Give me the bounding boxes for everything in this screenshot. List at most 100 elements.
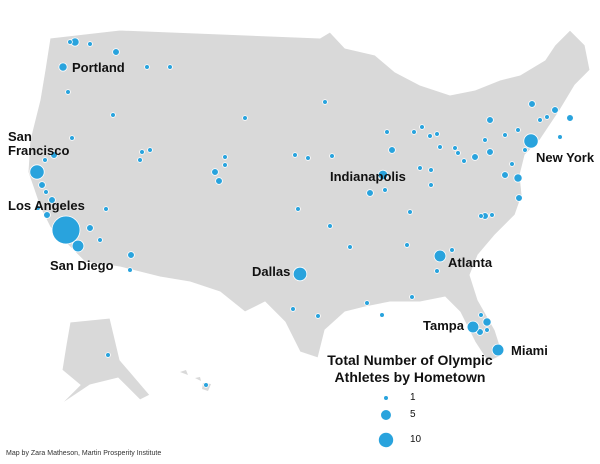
bubble <box>489 212 495 218</box>
bubble <box>305 155 311 161</box>
bubble <box>382 187 388 193</box>
bubble <box>513 173 523 183</box>
bubble <box>428 182 434 188</box>
bubble <box>322 99 328 105</box>
bubble <box>86 224 94 232</box>
bubble <box>482 317 492 327</box>
city-bubble <box>433 249 447 263</box>
city-bubble <box>491 343 505 357</box>
bubble <box>515 194 523 202</box>
legend-bubble <box>378 432 394 448</box>
bubble <box>38 181 46 189</box>
bubble <box>290 306 296 312</box>
city-label: San Francisco <box>8 129 70 158</box>
bubble <box>329 153 335 159</box>
bubble <box>437 144 443 150</box>
bubble <box>528 100 536 108</box>
bubble <box>388 146 396 154</box>
bubble <box>69 135 75 141</box>
bubble <box>127 251 135 259</box>
bubble <box>147 147 153 153</box>
bubble <box>112 48 120 56</box>
bubble <box>203 382 209 388</box>
bubble <box>222 162 228 168</box>
bubble <box>411 129 417 135</box>
bubble <box>486 148 494 156</box>
bubble <box>419 124 425 130</box>
bubble <box>537 117 543 123</box>
city-label: Dallas <box>252 264 291 279</box>
legend-label: 5 <box>410 409 416 420</box>
bubble <box>544 114 550 120</box>
city-label: Los Angeles <box>8 198 85 213</box>
bubble <box>110 112 116 118</box>
bubble <box>366 189 374 197</box>
bubble <box>347 244 353 250</box>
bubble <box>43 189 49 195</box>
bubble <box>427 133 433 139</box>
city-bubble <box>466 320 480 334</box>
bubble <box>315 313 321 319</box>
bubble <box>551 106 559 114</box>
legend-bubble <box>380 409 392 421</box>
bubble <box>35 205 41 211</box>
usa-outline <box>27 29 591 363</box>
city-bubble <box>51 215 81 245</box>
bubble <box>449 247 455 253</box>
bubble <box>461 158 467 164</box>
city-bubble <box>29 164 45 180</box>
bubble <box>409 294 415 300</box>
bubble <box>87 41 93 47</box>
bubble <box>478 213 484 219</box>
bubble <box>327 223 333 229</box>
bubble <box>502 132 508 138</box>
bubble <box>144 64 150 70</box>
legend-label: 10 <box>410 434 422 445</box>
bubble <box>137 157 143 163</box>
legend-title: Total Number of Olympic Athletes by Home… <box>327 352 493 385</box>
bubble <box>417 165 423 171</box>
legend-bubble <box>383 395 389 401</box>
city-label: Atlanta <box>448 255 493 270</box>
bubble <box>566 114 574 122</box>
bubble <box>295 206 301 212</box>
bubble <box>215 177 223 185</box>
bubble <box>292 152 298 158</box>
city-bubble <box>377 169 389 181</box>
city-bubble <box>523 133 539 149</box>
city-label: Indianapolis <box>330 169 406 184</box>
bubble <box>127 267 133 273</box>
bubble <box>242 115 248 121</box>
alaska-outline <box>59 317 151 406</box>
city-label: New York <box>536 150 595 165</box>
bubble <box>384 129 390 135</box>
bubble <box>42 157 48 163</box>
bubble <box>455 150 461 156</box>
bubble <box>379 312 385 318</box>
bubble <box>139 149 145 155</box>
bubble <box>482 137 488 143</box>
city-bubble <box>58 62 68 72</box>
bubble <box>509 161 515 167</box>
bubble <box>434 131 440 137</box>
city-label: San Diego <box>50 258 114 273</box>
bubble <box>103 206 109 212</box>
bubble <box>428 167 434 173</box>
bubble <box>50 151 58 159</box>
bubble <box>211 168 219 176</box>
bubble <box>67 39 73 45</box>
bubble <box>557 134 563 140</box>
bubble <box>471 153 479 161</box>
legend-label: 1 <box>410 392 416 403</box>
bubble <box>452 145 458 151</box>
city-label: Portland <box>72 60 125 75</box>
bubble <box>478 312 484 318</box>
bubble <box>486 116 494 124</box>
bubble <box>65 89 71 95</box>
bubble <box>434 268 440 274</box>
bubble <box>522 147 528 153</box>
city-label: Miami <box>511 343 548 358</box>
bubble <box>222 154 228 160</box>
